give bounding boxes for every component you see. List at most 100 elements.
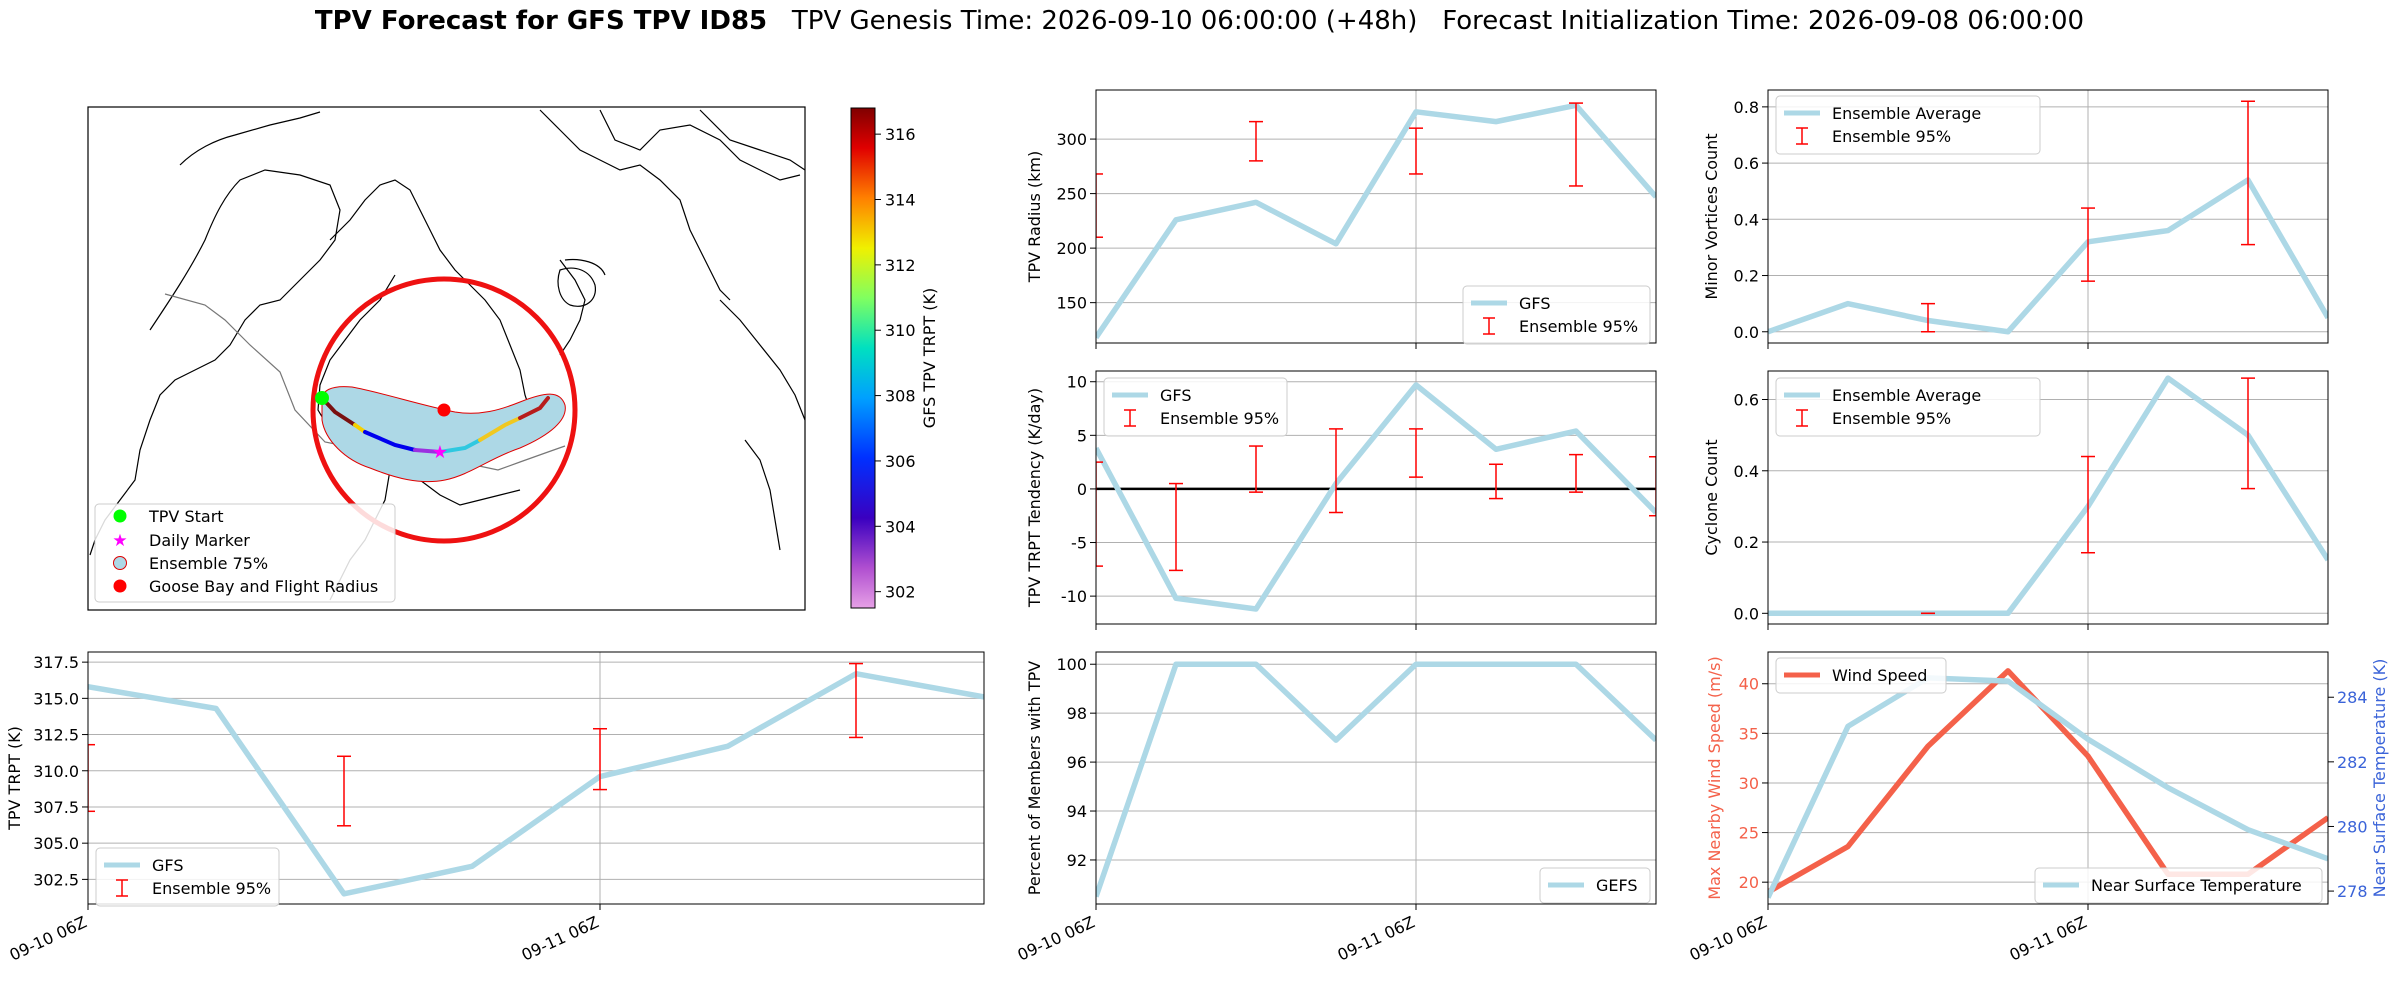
x-tick-label: 09-10 06Z bbox=[1015, 912, 1098, 964]
series-line bbox=[1096, 661, 1656, 898]
series-line bbox=[1768, 675, 2328, 899]
legend-label: Ensemble 95% bbox=[152, 879, 271, 898]
y-axis-label: Max Nearby Wind Speed (m/s) bbox=[1705, 656, 1724, 899]
axes-frame bbox=[1767, 651, 2329, 905]
series-layer bbox=[1096, 382, 1656, 612]
y-axis-label: Minor Vortices Count bbox=[1702, 133, 1721, 299]
y2-tick-label: 282 bbox=[2337, 753, 2368, 772]
y-tick-label: 25 bbox=[1739, 824, 1759, 843]
map-coast-baffin bbox=[559, 259, 586, 356]
ensemble-75-area bbox=[321, 386, 566, 483]
y2-tick-label: 284 bbox=[2337, 688, 2368, 707]
map-legend-box bbox=[94, 503, 396, 603]
legend-label: GFS bbox=[152, 856, 183, 875]
legend-label: GFS bbox=[1160, 386, 1191, 405]
y-tick-label: 96 bbox=[1067, 753, 1087, 772]
legend-daily-icon: ★ bbox=[112, 531, 127, 551]
y-tick-label: 250 bbox=[1056, 185, 1087, 204]
chart-tendency: -10 -5 0 5 10 TPV TRPT Tendency (K/day) GFS Ens… bbox=[1025, 370, 1657, 630]
legend-label: Ensemble 95% bbox=[1519, 317, 1638, 336]
y-tick-label: 35 bbox=[1739, 724, 1759, 743]
colorbar-tick-label: 302 bbox=[885, 583, 916, 602]
figure-title: TPV Forecast for GFS TPV ID85 TPV Genesi… bbox=[0, 6, 2399, 36]
map-coast-greenland-north bbox=[699, 109, 806, 171]
y-tick-label: 94 bbox=[1067, 802, 1087, 821]
track-segment-6 bbox=[478, 416, 522, 442]
series-layer bbox=[88, 662, 984, 897]
y-tick-label: 312.5 bbox=[33, 726, 79, 745]
legend-label: Near Surface Temperature bbox=[2091, 876, 2302, 895]
legend-box bbox=[1775, 95, 2041, 155]
colorbar-tick-label: 304 bbox=[885, 517, 916, 536]
map-panel: ★ TPV Start ★ Daily Marker Ensemble 75% … bbox=[87, 106, 806, 611]
colorbar-tick-label: 308 bbox=[885, 387, 916, 406]
series-line bbox=[1096, 382, 1656, 612]
track-segment-7 bbox=[518, 396, 550, 420]
legend-label: Ensemble 95% bbox=[1832, 409, 1951, 428]
track-segment-4 bbox=[413, 448, 442, 454]
legend-box bbox=[1539, 867, 1651, 904]
colorbar: 302 304 306 308 310 312 314 316 GFS TPV TRPT (K… bbox=[850, 107, 939, 609]
series-layer bbox=[1096, 661, 1656, 898]
series-layer bbox=[1768, 375, 2328, 617]
y-tick-label: 98 bbox=[1067, 704, 1087, 723]
legend-label: GFS bbox=[1519, 294, 1550, 313]
figure-title-bold: TPV Forecast for GFS TPV ID85 bbox=[314, 6, 768, 36]
series-line bbox=[1768, 375, 2328, 617]
figure-title-rest: TPV Genesis Time: 2026-09-10 06:00:00 (+… bbox=[791, 6, 2085, 36]
legend-label: Ensemble 95% bbox=[1832, 127, 1951, 146]
y-tick-label: 20 bbox=[1739, 873, 1759, 892]
y-tick-label: -10 bbox=[1061, 587, 1087, 606]
legend-box bbox=[1462, 285, 1651, 345]
x-tick-label: 09-11 06Z bbox=[1335, 912, 1418, 964]
y-tick-label: 0.6 bbox=[1734, 391, 1759, 410]
map-coastlines bbox=[89, 109, 806, 601]
chart-minor: 0.0 0.2 0.4 0.6 0.8 Minor Vortices Count Ensem… bbox=[1702, 89, 2329, 349]
chart-panels: 302.5 305.0 307.5 310.0 312.5 315.0 317.5 09-10… bbox=[5, 89, 2389, 965]
y-tick-label: 92 bbox=[1067, 851, 1087, 870]
series-line bbox=[1096, 102, 1656, 340]
y-axis-label: Cyclone Count bbox=[1702, 439, 1721, 555]
map-coast-north bbox=[179, 111, 321, 166]
tpv-track bbox=[320, 396, 550, 454]
legend-box bbox=[2034, 867, 2323, 904]
y-tick-label: 30 bbox=[1739, 774, 1759, 793]
y-axis-label: Percent of Members with TPV bbox=[1025, 661, 1044, 895]
y-tick-label: 0 bbox=[1077, 480, 1087, 499]
tpv-start-marker bbox=[315, 391, 329, 405]
chart-members: 92 94 96 98 100 09-10 06Z 09-11 06Z Percent of … bbox=[1015, 651, 1657, 965]
y-tick-label: 0.8 bbox=[1734, 98, 1759, 117]
map-coast-iceland bbox=[744, 439, 781, 551]
series-line bbox=[88, 670, 984, 897]
y-tick-label: 40 bbox=[1739, 675, 1759, 694]
map-coast-greenland-west bbox=[599, 109, 801, 181]
legend-box bbox=[1775, 657, 1947, 694]
y-tick-label: 0.4 bbox=[1734, 462, 1759, 481]
y-tick-label: 0.4 bbox=[1734, 210, 1759, 229]
plot-area bbox=[1096, 652, 1656, 904]
track-segment-5 bbox=[438, 438, 482, 454]
axes-frame bbox=[1767, 370, 2329, 625]
x-tick-label: 09-10 06Z bbox=[1687, 912, 1770, 964]
map-coast-west bbox=[89, 169, 341, 556]
colorbar-label: GFS TPV TRPT (K) bbox=[920, 288, 939, 428]
map-island-1 bbox=[557, 267, 597, 307]
daily-marker: ★ bbox=[432, 442, 448, 463]
y-tick-label: 315.0 bbox=[33, 689, 79, 708]
legend-box bbox=[1103, 377, 1288, 437]
map-island-2 bbox=[564, 258, 606, 276]
legend-label: Ensemble Average bbox=[1832, 386, 1981, 405]
y-tick-label: -5 bbox=[1071, 534, 1087, 553]
flight-radius-circle bbox=[310, 276, 578, 544]
axes-frame bbox=[1095, 89, 1657, 344]
colorbar-tick-label: 310 bbox=[885, 321, 916, 340]
colorbar-tick-label: 314 bbox=[885, 191, 916, 210]
legend-ensemble-label: Ensemble 75% bbox=[149, 554, 268, 573]
series-layer bbox=[1768, 100, 2328, 335]
colorbar-tick-label: 312 bbox=[885, 256, 916, 275]
axes-frame bbox=[1767, 89, 2329, 344]
y-axis-label: TPV TRPT Tendency (K/day) bbox=[1025, 388, 1044, 608]
y-axis-label: TPV TRPT (K) bbox=[5, 726, 24, 831]
colorbar-tick-label: 316 bbox=[885, 125, 916, 144]
x-tick-label: 09-10 06Z bbox=[7, 912, 90, 964]
